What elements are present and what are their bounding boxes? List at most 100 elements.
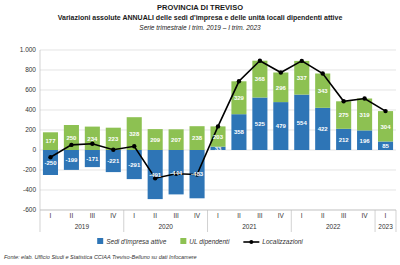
y-tick-label: 200 bbox=[25, 126, 36, 133]
data-label: 177 bbox=[45, 138, 56, 144]
bar bbox=[315, 108, 330, 150]
group-separator bbox=[123, 210, 124, 232]
bar bbox=[148, 150, 163, 199]
x-tick-label: IV bbox=[110, 212, 117, 219]
x-axis-line bbox=[40, 210, 396, 211]
data-label: 304 bbox=[381, 124, 392, 130]
marker bbox=[300, 59, 304, 63]
data-label: 296 bbox=[276, 85, 287, 91]
subtitle: Variazioni assolute ANNUALI delle sedi d… bbox=[58, 14, 343, 22]
grid-line bbox=[40, 70, 396, 71]
bar bbox=[273, 73, 288, 103]
data-label: 479 bbox=[276, 123, 287, 129]
bar bbox=[273, 102, 288, 150]
x-tick-label: III bbox=[257, 212, 263, 219]
source: Fonte: elab. Ufficio Studi e Statistica … bbox=[4, 254, 197, 260]
line bbox=[50, 61, 385, 179]
x-tick-label: III bbox=[90, 212, 96, 219]
data-label: 250 bbox=[66, 135, 77, 141]
marker bbox=[69, 143, 73, 147]
x-tick-label: III bbox=[173, 212, 179, 219]
data-label: 328 bbox=[129, 131, 140, 137]
bar bbox=[190, 126, 205, 150]
bar bbox=[378, 142, 393, 151]
data-label: -171 bbox=[86, 156, 99, 162]
marker bbox=[362, 96, 366, 100]
data-labels: -250-199-171-221-291-491-444-48333358525… bbox=[44, 75, 391, 178]
marker bbox=[111, 148, 115, 152]
legend-swatch bbox=[97, 238, 103, 244]
bar bbox=[336, 129, 351, 150]
marker bbox=[258, 59, 262, 63]
marker bbox=[279, 70, 283, 74]
marker bbox=[341, 99, 345, 103]
legend: Sedi d'impresa attive UL dipendenti Locali… bbox=[97, 238, 303, 246]
bar bbox=[148, 129, 163, 150]
bar bbox=[43, 132, 58, 150]
data-label: 33 bbox=[215, 146, 222, 152]
data-label: 196 bbox=[360, 138, 371, 144]
data-label: -483 bbox=[191, 171, 204, 177]
chart: PROVINCIA DI TREVISOVariazioni assolute … bbox=[0, 0, 400, 265]
bar bbox=[315, 74, 330, 108]
legend-swatch bbox=[249, 240, 253, 244]
data-label: 234 bbox=[87, 136, 98, 142]
y-tick-label: 0 bbox=[32, 146, 36, 153]
group-separator bbox=[375, 210, 376, 232]
bar bbox=[85, 150, 100, 167]
y-axis-line bbox=[40, 50, 41, 210]
group-label: 2022 bbox=[326, 223, 341, 230]
bar bbox=[85, 127, 100, 150]
group-label: 2021 bbox=[242, 223, 257, 230]
marker bbox=[383, 109, 387, 113]
x-tick-label: I bbox=[133, 212, 135, 219]
data-label: -491 bbox=[149, 172, 162, 178]
legend-label: UL dipendenti bbox=[189, 238, 230, 246]
data-label: 368 bbox=[255, 76, 266, 82]
data-label: 207 bbox=[171, 137, 182, 143]
x-tick-label: IV bbox=[362, 212, 369, 219]
bar bbox=[64, 125, 79, 150]
bar bbox=[294, 61, 309, 95]
bar bbox=[190, 150, 205, 198]
bar bbox=[357, 99, 372, 131]
x-tick-label: IV bbox=[278, 212, 285, 219]
group-separator bbox=[40, 210, 41, 232]
data-label: 238 bbox=[192, 135, 203, 141]
plot-area bbox=[43, 59, 393, 200]
marker bbox=[321, 71, 325, 75]
y-tick-label: 600 bbox=[25, 86, 36, 93]
legend-item: UL dipendenti bbox=[180, 238, 230, 246]
data-label: -199 bbox=[65, 157, 78, 163]
x-tick-label: III bbox=[341, 212, 347, 219]
grid-line bbox=[40, 90, 396, 91]
bar bbox=[378, 111, 393, 141]
data-label: 319 bbox=[360, 112, 371, 118]
x-tick-label: II bbox=[321, 212, 325, 219]
marker bbox=[132, 144, 136, 148]
x-tick-label: I bbox=[385, 212, 387, 219]
x-tick-label: II bbox=[153, 212, 157, 219]
group-label: 2023 bbox=[378, 223, 393, 230]
legend-label: Localizzazioni bbox=[262, 238, 303, 245]
bar bbox=[127, 117, 142, 150]
marker bbox=[216, 124, 220, 128]
legend-item: Sedi d'impresa attive bbox=[97, 238, 167, 246]
data-label: 203 bbox=[213, 134, 224, 140]
x-tick-label: I bbox=[50, 212, 52, 219]
x-tick-label: IV bbox=[194, 212, 201, 219]
group-label: 2019 bbox=[75, 223, 90, 230]
grid-line bbox=[40, 210, 396, 211]
bar bbox=[252, 98, 267, 151]
data-label: 422 bbox=[318, 126, 329, 132]
group-separator bbox=[291, 210, 292, 232]
data-label: 329 bbox=[234, 95, 245, 101]
y-tick-label: 800 bbox=[25, 66, 36, 73]
bar bbox=[106, 128, 121, 150]
data-label: -250 bbox=[44, 160, 57, 166]
bar bbox=[169, 150, 184, 194]
bar bbox=[231, 114, 246, 150]
bar bbox=[106, 150, 121, 172]
data-label: -291 bbox=[128, 162, 141, 168]
bar bbox=[294, 95, 309, 150]
